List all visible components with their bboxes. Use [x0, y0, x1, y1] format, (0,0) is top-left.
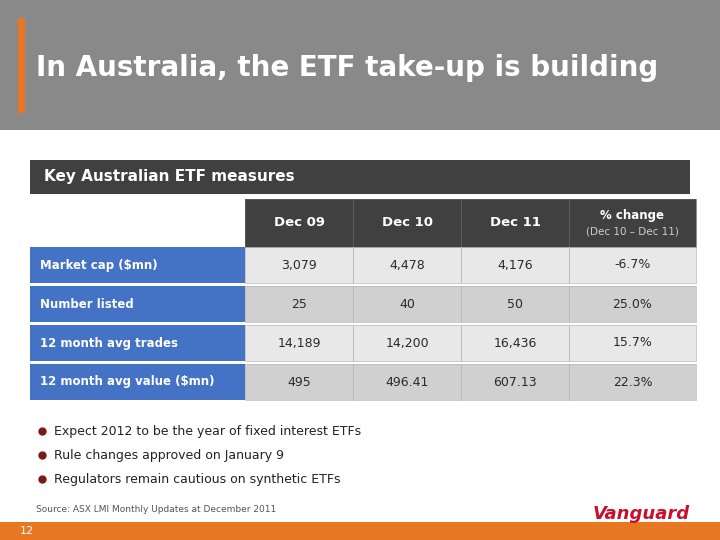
Bar — [245, 247, 353, 283]
Text: Market cap ($mn): Market cap ($mn) — [40, 259, 158, 272]
Bar — [461, 199, 569, 247]
Bar — [569, 325, 696, 361]
Bar — [18, 18, 25, 113]
Text: Dec 11: Dec 11 — [490, 217, 541, 230]
Bar — [461, 286, 569, 322]
Text: 25.0%: 25.0% — [613, 298, 652, 310]
Text: 3,079: 3,079 — [281, 259, 317, 272]
Bar — [245, 364, 353, 400]
Bar — [0, 0, 720, 130]
Bar — [461, 247, 569, 283]
Bar — [353, 325, 461, 361]
Bar — [461, 286, 569, 322]
Bar — [245, 325, 353, 361]
Text: % change: % change — [600, 208, 665, 221]
Text: Expect 2012 to be the year of fixed interest ETFs: Expect 2012 to be the year of fixed inte… — [54, 424, 361, 437]
Text: 22.3%: 22.3% — [613, 375, 652, 388]
Bar — [30, 160, 690, 194]
Text: (Dec 10 – Dec 11): (Dec 10 – Dec 11) — [586, 226, 679, 236]
Bar — [245, 286, 353, 322]
Bar — [30, 286, 245, 322]
Bar — [353, 364, 461, 400]
Bar — [30, 247, 245, 283]
Text: Number listed: Number listed — [40, 298, 134, 310]
Text: 12: 12 — [20, 526, 34, 536]
Bar — [353, 364, 461, 400]
Text: 14,189: 14,189 — [277, 336, 320, 349]
Text: 495: 495 — [287, 375, 311, 388]
Bar — [245, 286, 353, 322]
Bar — [461, 247, 569, 283]
Bar — [569, 247, 696, 283]
Bar — [353, 286, 461, 322]
Text: 12 month avg trades: 12 month avg trades — [40, 336, 178, 349]
Text: 607.13: 607.13 — [493, 375, 537, 388]
Text: Regulators remain cautious on synthetic ETFs: Regulators remain cautious on synthetic … — [54, 472, 341, 485]
Text: Key Australian ETF measures: Key Australian ETF measures — [44, 170, 294, 185]
Bar — [461, 199, 569, 247]
Bar — [569, 364, 696, 400]
Bar — [461, 325, 569, 361]
Bar — [245, 199, 353, 247]
Text: Vanguard: Vanguard — [593, 505, 690, 523]
Text: 16,436: 16,436 — [493, 336, 536, 349]
Bar — [353, 247, 461, 283]
Bar — [353, 199, 461, 247]
Text: Rule changes approved on January 9: Rule changes approved on January 9 — [54, 449, 284, 462]
Bar — [569, 199, 696, 247]
Text: Source: ASX LMI Monthly Updates at December 2011: Source: ASX LMI Monthly Updates at Decem… — [36, 505, 276, 515]
Bar — [245, 325, 353, 361]
Text: 4,176: 4,176 — [498, 259, 533, 272]
Bar — [245, 364, 353, 400]
Bar — [245, 247, 353, 283]
Bar — [353, 286, 461, 322]
Bar — [30, 364, 245, 400]
Text: 4,478: 4,478 — [389, 259, 425, 272]
Bar — [0, 522, 720, 540]
Bar — [353, 199, 461, 247]
Bar — [461, 364, 569, 400]
Text: -6.7%: -6.7% — [614, 259, 651, 272]
Text: Dec 09: Dec 09 — [274, 217, 325, 230]
Text: 12 month avg value ($mn): 12 month avg value ($mn) — [40, 375, 215, 388]
Text: 25: 25 — [291, 298, 307, 310]
Bar — [569, 325, 696, 361]
Bar — [30, 325, 245, 361]
Text: 14,200: 14,200 — [385, 336, 429, 349]
Bar — [569, 286, 696, 322]
Bar — [461, 325, 569, 361]
Text: In Australia, the ETF take-up is building: In Australia, the ETF take-up is buildin… — [36, 54, 658, 82]
Text: 496.41: 496.41 — [385, 375, 428, 388]
Bar — [569, 199, 696, 247]
Bar — [353, 325, 461, 361]
Bar — [30, 199, 245, 247]
Bar — [569, 286, 696, 322]
Text: 50: 50 — [507, 298, 523, 310]
Text: Dec 10: Dec 10 — [382, 217, 433, 230]
Text: 40: 40 — [399, 298, 415, 310]
Bar — [353, 247, 461, 283]
Text: 15.7%: 15.7% — [613, 336, 652, 349]
Bar — [461, 364, 569, 400]
Bar — [569, 247, 696, 283]
Bar — [569, 364, 696, 400]
Bar — [245, 199, 353, 247]
